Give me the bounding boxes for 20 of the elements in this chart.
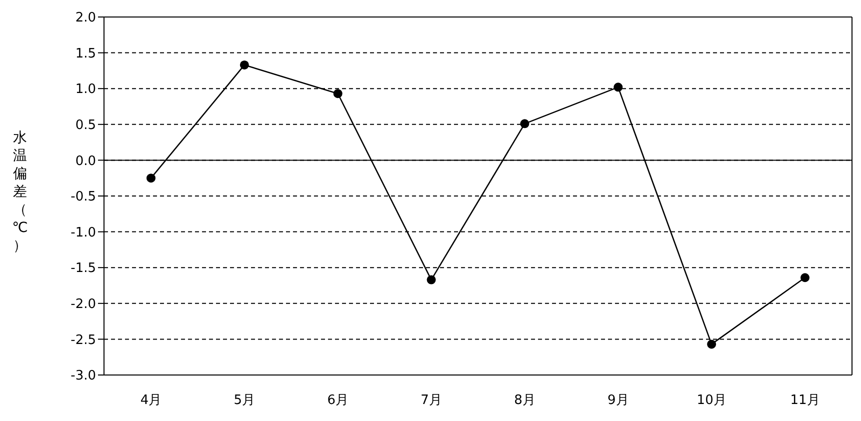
x-tick-label: 7月 xyxy=(420,393,442,408)
x-tick-label: 8月 xyxy=(514,393,536,408)
y-tick-label: -3.0 xyxy=(70,368,96,384)
x-tick-label: 10月 xyxy=(696,393,726,408)
y-tick-label: -2.5 xyxy=(70,332,96,348)
y-tick-label: 0.5 xyxy=(75,118,96,134)
x-tick-label: 4月 xyxy=(140,393,162,408)
y-axis-title: 水温偏差（℃） xyxy=(12,130,28,254)
y-tick-label: -1.5 xyxy=(70,261,96,276)
x-tick-label: 6月 xyxy=(327,393,348,408)
x-tick-label: 11月 xyxy=(790,393,820,408)
y-tick-label: 2.0 xyxy=(75,10,96,26)
y-tick-label: -1.0 xyxy=(70,225,96,240)
x-tick-label: 9月 xyxy=(608,393,629,408)
y-tick-label: -0.5 xyxy=(70,190,96,205)
y-tick-label: 1.5 xyxy=(75,46,96,62)
y-tick-label: 1.0 xyxy=(75,82,96,98)
y-tick-label: 0.0 xyxy=(75,154,96,169)
x-tick-label: 5月 xyxy=(234,393,256,408)
y-tick-label: -2.0 xyxy=(70,297,96,312)
